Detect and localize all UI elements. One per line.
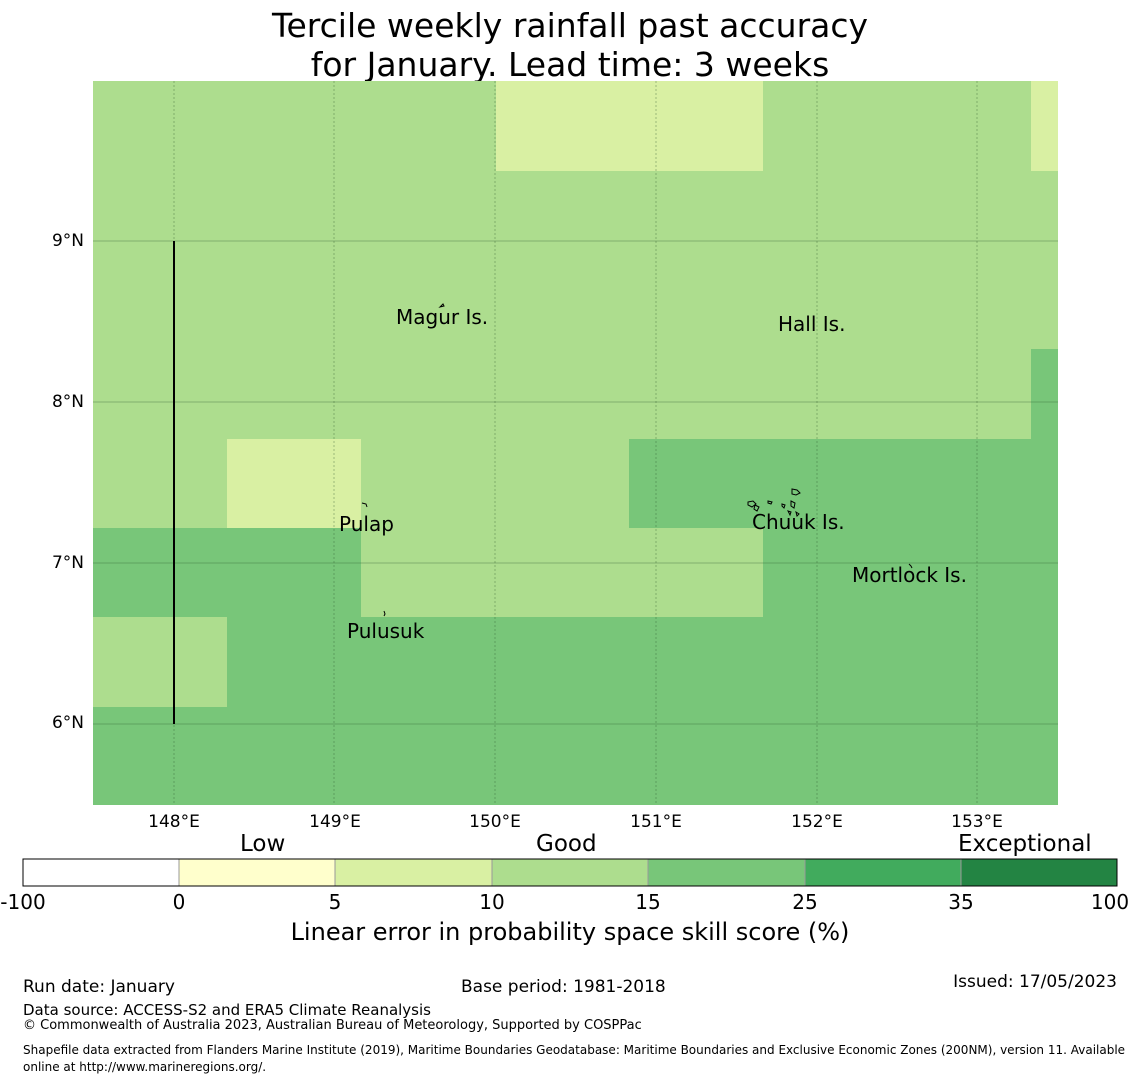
place-label: Mortlock Is. — [852, 563, 967, 587]
place-label: Pulap — [339, 512, 394, 536]
colorbar — [22, 858, 1118, 887]
skill-map — [93, 81, 1058, 805]
cell-pulap — [227, 439, 361, 528]
colorbar-tick: 0 — [172, 890, 186, 914]
chuuk-islet-3 — [767, 500, 773, 505]
mortlock-island-outline — [908, 563, 913, 569]
chuuk-islet-2 — [753, 504, 760, 512]
colorbar-tick: 15 — [635, 890, 661, 914]
cell-bottom-band — [93, 707, 1058, 805]
colorbar-tick: 10 — [479, 890, 505, 914]
legend-tier-low: Low — [240, 831, 286, 857]
longitude-label: 152°E — [791, 812, 843, 832]
longitude-label: 151°E — [630, 812, 682, 832]
legend-tier-good: Good — [536, 831, 597, 857]
chuuk-islet-4 — [781, 503, 786, 509]
colorbar-segment — [805, 859, 961, 886]
chart-title-line2: for January. Lead time: 3 weeks — [310, 45, 830, 84]
latitude-label: 6°N — [51, 713, 84, 733]
place-label: Hall Is. — [778, 312, 846, 336]
cell-pulusuk-band — [227, 617, 1058, 707]
data-source: Data source: ACCESS-S2 and ERA5 Climate … — [23, 1001, 431, 1019]
cell-top-middle — [496, 81, 763, 171]
island-outlines — [361, 303, 913, 617]
issued-date: Issued: 17/05/2023 — [953, 972, 1117, 992]
copyright: © Commonwealth of Australia 2023, Austra… — [23, 1018, 642, 1033]
cell-top-right — [1031, 81, 1058, 171]
latitude-label: 8°N — [51, 392, 84, 412]
place-label: Chuuk Is. — [752, 510, 845, 534]
colorbar-segment — [335, 859, 492, 886]
base-period: Base period: 1981-2018 — [461, 977, 666, 997]
cell-chuuk-band — [629, 439, 1058, 528]
colorbar-segment — [961, 859, 1117, 886]
colorbar-segment — [492, 859, 648, 886]
colorbar-segment — [179, 859, 335, 886]
legend-tier-exceptional: Exceptional — [958, 831, 1092, 857]
colorbar-tick: 25 — [792, 890, 818, 914]
longitude-label: 150°E — [469, 812, 521, 832]
pulap-island-outline — [361, 502, 368, 508]
colorbar-segment — [648, 859, 805, 886]
colorbar-label: Linear error in probability space skill … — [290, 918, 850, 946]
colorbar-segment — [23, 859, 179, 886]
longitude-label: 149°E — [309, 812, 361, 832]
place-label: Magur Is. — [396, 305, 489, 329]
longitude-label: 148°E — [148, 812, 200, 832]
latitude-label: 9°N — [51, 231, 84, 251]
magur-island-outline — [438, 303, 445, 308]
cell-right-upper — [1031, 349, 1058, 439]
colorbar-frame — [22, 858, 1118, 887]
map-cells — [93, 81, 1058, 805]
chuuk-islet-7 — [795, 510, 800, 517]
cell-left-band — [93, 528, 361, 617]
latitude-lines — [93, 240, 1058, 725]
chart-title-line1: Tercile weekly rainfall past accuracy — [271, 6, 869, 45]
chuuk-reef-outline — [791, 488, 801, 496]
colorbar-tick: -100 — [0, 890, 46, 914]
chuuk-islet-5 — [790, 500, 796, 509]
colorbar-tick: 5 — [328, 890, 342, 914]
shapefile-credit: Shapefile data extracted from Flanders M… — [23, 1043, 1126, 1074]
cell-right-mid — [763, 528, 1058, 617]
longitude-label: 153°E — [951, 812, 1003, 832]
run-date: Run date: January — [23, 977, 175, 997]
chuuk-islet-1 — [747, 500, 757, 508]
pulusuk-island-outline — [383, 610, 386, 617]
place-label: Pulusuk — [347, 619, 425, 643]
colorbar-tick: 100 — [1090, 890, 1130, 914]
colorbar-tick: 35 — [948, 890, 974, 914]
latitude-label: 7°N — [51, 553, 84, 573]
chuuk-islet-6 — [787, 510, 792, 517]
